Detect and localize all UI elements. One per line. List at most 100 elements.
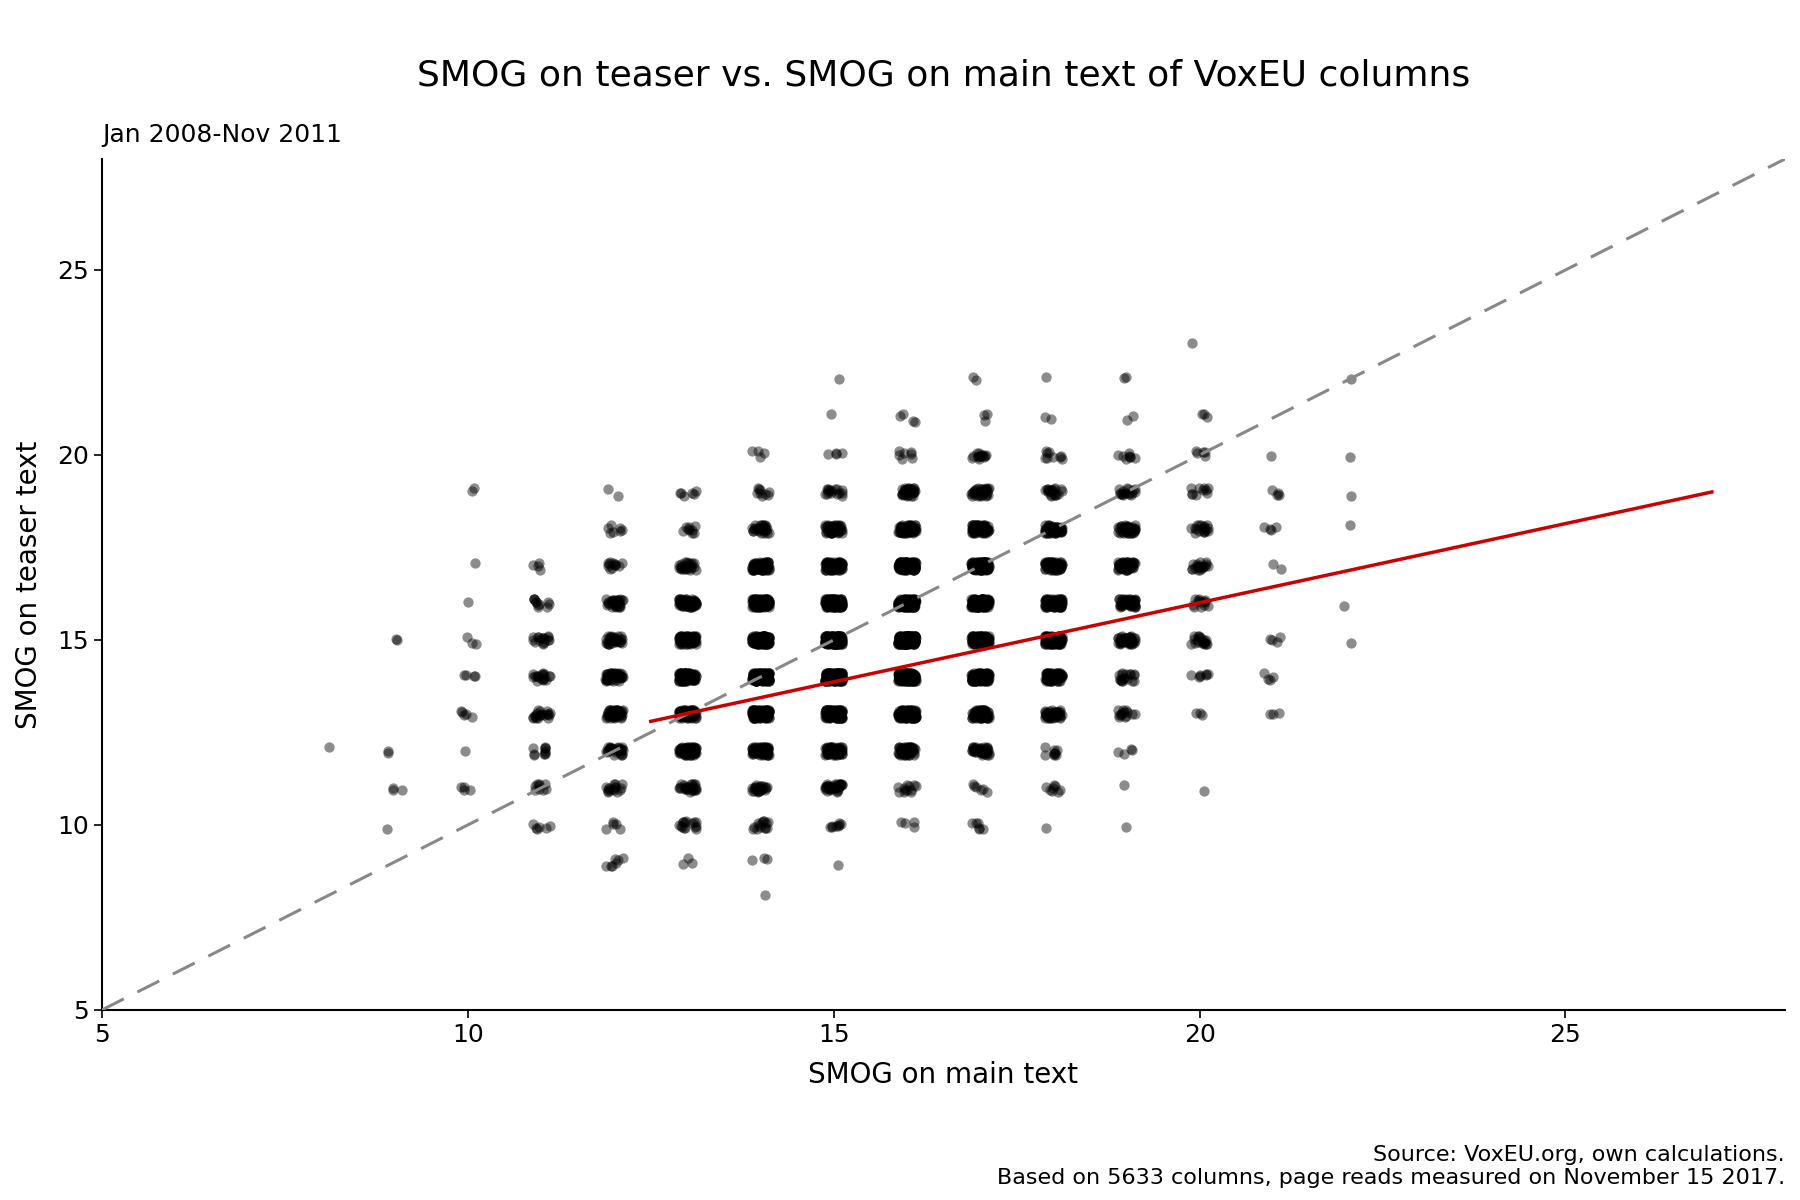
Point — [898, 560, 927, 580]
Point — [896, 737, 925, 756]
Point — [819, 703, 848, 722]
Point — [747, 553, 776, 572]
Point — [751, 552, 779, 571]
Point — [740, 518, 769, 538]
Point — [826, 670, 855, 689]
Point — [965, 521, 994, 540]
Point — [819, 628, 848, 647]
Point — [974, 554, 1003, 574]
Point — [738, 701, 767, 720]
Point — [1107, 554, 1136, 574]
Point — [970, 595, 999, 614]
Point — [826, 593, 855, 612]
Point — [1039, 598, 1067, 617]
Point — [828, 626, 857, 646]
Point — [884, 635, 913, 654]
Point — [1190, 592, 1219, 611]
Point — [524, 666, 553, 685]
Point — [902, 553, 931, 572]
Point — [887, 670, 916, 689]
Point — [823, 560, 851, 580]
Point — [968, 665, 997, 684]
Point — [1040, 630, 1069, 649]
Point — [815, 665, 844, 684]
Point — [828, 664, 857, 683]
Point — [972, 702, 1001, 721]
Point — [664, 778, 693, 797]
Point — [974, 557, 1003, 576]
Point — [814, 444, 842, 463]
Point — [891, 520, 920, 539]
Point — [958, 553, 986, 572]
Point — [752, 668, 781, 688]
Point — [1044, 626, 1073, 646]
Point — [1035, 517, 1064, 536]
Point — [812, 553, 841, 572]
Point — [675, 666, 704, 685]
Point — [823, 516, 851, 535]
Point — [673, 630, 702, 649]
Point — [1046, 634, 1075, 653]
Point — [666, 774, 695, 793]
Point — [752, 670, 781, 689]
Point — [1118, 704, 1147, 724]
Point — [671, 811, 700, 830]
Point — [529, 628, 558, 647]
Point — [673, 592, 702, 611]
Point — [680, 626, 709, 646]
Point — [963, 446, 992, 466]
Point — [743, 665, 772, 684]
Point — [826, 628, 855, 647]
Point — [965, 701, 994, 720]
Point — [893, 522, 922, 541]
Point — [1181, 559, 1210, 578]
Point — [752, 630, 781, 649]
Point — [896, 554, 925, 574]
Point — [821, 635, 850, 654]
Point — [889, 554, 918, 574]
Point — [884, 778, 913, 797]
Point — [821, 666, 850, 685]
Point — [895, 515, 923, 534]
Point — [1031, 596, 1060, 616]
Point — [752, 706, 781, 725]
Point — [823, 557, 851, 576]
Point — [1111, 629, 1139, 648]
Point — [740, 740, 769, 760]
Point — [900, 631, 929, 650]
Point — [961, 667, 990, 686]
Point — [812, 776, 841, 796]
Point — [1112, 707, 1141, 726]
Point — [814, 554, 842, 574]
Point — [1031, 592, 1060, 611]
Point — [747, 706, 776, 725]
Point — [601, 668, 630, 688]
Point — [895, 632, 923, 652]
Point — [740, 520, 769, 539]
Point — [828, 670, 857, 689]
Point — [1048, 554, 1076, 574]
Point — [740, 559, 769, 578]
Point — [972, 486, 1001, 505]
Point — [815, 665, 844, 684]
Point — [898, 703, 927, 722]
Point — [963, 553, 992, 572]
Point — [1031, 560, 1060, 580]
Point — [677, 702, 706, 721]
Point — [821, 667, 850, 686]
Point — [886, 664, 914, 683]
Point — [826, 632, 855, 652]
Point — [1035, 523, 1064, 542]
Point — [884, 707, 913, 726]
Point — [666, 668, 695, 688]
Point — [751, 708, 779, 727]
Point — [828, 665, 857, 684]
Point — [895, 707, 923, 726]
Point — [679, 632, 707, 652]
Point — [886, 626, 914, 646]
Point — [740, 817, 769, 836]
Point — [1046, 595, 1075, 614]
Point — [817, 632, 846, 652]
Point — [959, 739, 988, 758]
Point — [670, 629, 698, 648]
